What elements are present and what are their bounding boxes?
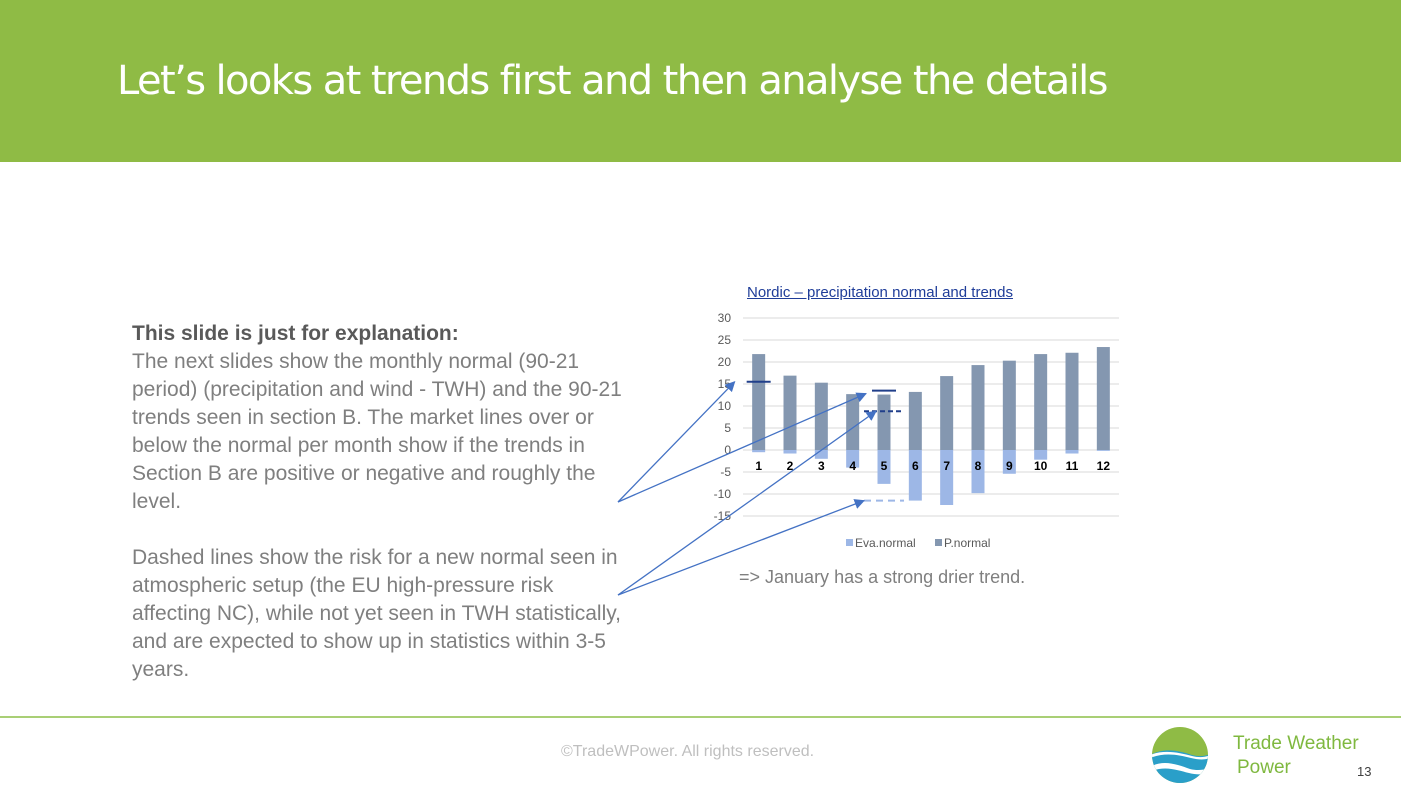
x-tick-label-1: 1 <box>755 459 762 473</box>
y-tick-label: -10 <box>714 487 732 501</box>
explanation-paragraph-2: Dashed lines show the risk for a new nor… <box>132 546 622 681</box>
y-tick-label: 5 <box>724 421 731 435</box>
legend-label-0: Eva.normal <box>855 536 916 550</box>
x-tick-label-5: 5 <box>881 459 888 473</box>
explanation-heading: This slide is just for explanation: <box>132 322 459 345</box>
bar-p-normal-2 <box>783 375 797 450</box>
footer-divider <box>0 716 1401 718</box>
bar-p-normal-11 <box>1065 352 1079 450</box>
x-tick-label-9: 9 <box>1006 459 1013 473</box>
legend-label-1: P.normal <box>944 536 990 550</box>
annotation-arrows <box>617 381 877 596</box>
brand-line-1: Trade Weather <box>1233 733 1359 754</box>
copyright-text: ©TradeWPower. All rights reserved. <box>561 743 815 760</box>
bar-eva-normal-2 <box>783 450 797 454</box>
page-number: 13 <box>1357 764 1372 779</box>
annotation-arrow-3 <box>617 499 865 596</box>
slide-header: Let’s looks at trends first and then ana… <box>0 0 1401 162</box>
bar-p-normal-6 <box>908 391 922 450</box>
bar-eva-normal-7 <box>940 450 954 505</box>
chart-legend: Eva.normal P.normal <box>846 536 990 550</box>
bar-eva-normal-10 <box>1034 450 1048 460</box>
bar-p-normal-9 <box>1002 360 1016 450</box>
chart-conclusion: => January has a strong drier trend. <box>739 567 1026 587</box>
chart-gridlines <box>743 317 1119 517</box>
y-tick-label: 20 <box>718 355 732 369</box>
y-tick-label: 30 <box>718 311 732 325</box>
bar-p-normal-12 <box>1096 347 1110 450</box>
bar-eva-normal-12 <box>1096 450 1110 451</box>
bar-eva-normal-1 <box>752 450 766 453</box>
bar-p-normal-3 <box>814 382 828 450</box>
y-tick-label: 25 <box>718 333 732 347</box>
x-tick-label-10: 10 <box>1034 459 1048 473</box>
brand-line-2: Power <box>1237 757 1291 778</box>
brand-name: Trade Weather Power <box>1233 732 1359 780</box>
bar-eva-normal-6 <box>908 450 922 501</box>
trade-weather-power-logo-icon <box>1152 727 1208 783</box>
bar-p-normal-7 <box>940 376 954 450</box>
x-tick-label-11: 11 <box>1066 459 1079 473</box>
bar-eva-normal-8 <box>971 450 985 494</box>
chart-bars <box>752 347 1110 505</box>
bar-p-normal-8 <box>971 365 985 450</box>
bar-p-normal-5 <box>877 394 891 450</box>
annotation-arrow-1 <box>617 392 867 503</box>
legend-swatch-0 <box>846 539 853 546</box>
bar-eva-normal-4 <box>846 450 860 468</box>
chart-y-axis: 30 25 20 15 10 5 0 -5 -10 -15 <box>714 311 732 523</box>
x-tick-label-4: 4 <box>849 459 856 473</box>
y-tick-label: 10 <box>718 399 732 413</box>
slide-title: Let’s looks at trends first and then ana… <box>117 58 1109 104</box>
y-tick-label: 0 <box>724 443 731 457</box>
y-tick-label: 15 <box>718 377 732 391</box>
explanation-text: This slide is just for explanation: The … <box>132 320 622 684</box>
bar-p-normal-4 <box>846 394 860 450</box>
x-tick-label-12: 12 <box>1097 459 1111 473</box>
x-tick-label-8: 8 <box>975 459 982 473</box>
bar-eva-normal-11 <box>1065 450 1079 454</box>
explanation-paragraph-1: The next slides show the monthly normal … <box>132 350 622 513</box>
x-tick-label-3: 3 <box>818 459 825 473</box>
chart-trend-markers <box>746 380 904 502</box>
chart-title: Nordic – precipitation normal and trends <box>747 284 1013 301</box>
x-tick-label-2: 2 <box>787 459 794 473</box>
y-tick-label: -15 <box>714 509 732 523</box>
x-tick-label-6: 6 <box>912 459 919 473</box>
x-tick-label-7: 7 <box>943 459 950 473</box>
chart-x-axis: 1 2 3 4 5 6 7 8 9 10 11 12 <box>755 459 1110 473</box>
bar-eva-normal-9 <box>1002 450 1016 474</box>
annotation-arrow-2 <box>617 410 877 596</box>
annotation-arrow-0 <box>617 381 736 503</box>
legend-swatch-1 <box>935 539 942 546</box>
bar-eva-normal-5 <box>877 450 891 484</box>
y-tick-label: -5 <box>720 465 731 479</box>
bar-eva-normal-3 <box>814 450 828 459</box>
bar-p-normal-10 <box>1034 354 1048 450</box>
bar-p-normal-1 <box>752 354 766 450</box>
